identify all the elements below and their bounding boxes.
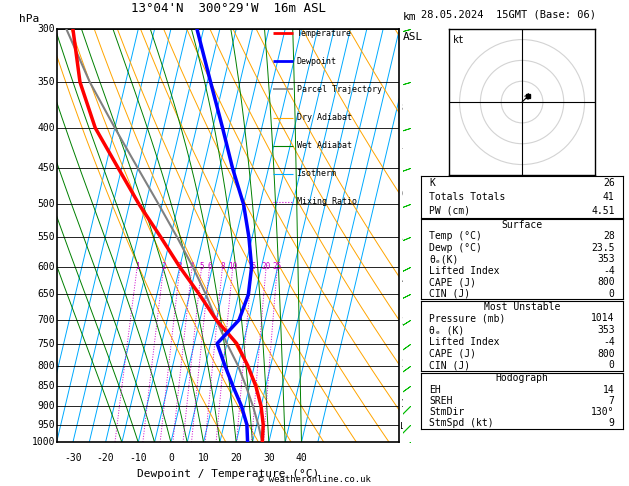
Text: 800: 800 [597,348,615,359]
Text: Temperature: Temperature [297,29,352,38]
Text: 850: 850 [37,382,55,392]
Text: Surface: Surface [501,220,543,230]
Text: 900: 900 [37,401,55,411]
Text: Dry Adiabat: Dry Adiabat [297,113,352,122]
Text: 400: 400 [37,123,55,133]
Text: Mixing Ratio: Mixing Ratio [297,197,357,207]
Text: CAPE (J): CAPE (J) [430,348,477,359]
Text: 800: 800 [37,361,55,371]
Text: Isotherm: Isotherm [297,169,337,178]
Text: 40: 40 [296,452,308,463]
Text: 5: 5 [199,262,204,272]
Text: 13°04'N  300°29'W  16m ASL: 13°04'N 300°29'W 16m ASL [130,1,326,15]
Text: EH: EH [430,384,441,395]
Text: 650: 650 [37,290,55,299]
Text: 300: 300 [37,24,55,34]
Text: 4: 4 [401,276,407,286]
Text: 600: 600 [37,262,55,272]
Text: 26: 26 [603,178,615,188]
Text: 23.5: 23.5 [591,243,615,253]
Text: -10: -10 [130,452,147,463]
Text: 2: 2 [401,359,407,368]
Text: PW (cm): PW (cm) [430,206,470,216]
Text: 1: 1 [135,262,140,272]
Text: 20: 20 [262,262,270,272]
Text: 7: 7 [609,396,615,406]
Text: 10: 10 [228,262,237,272]
Text: © weatheronline.co.uk: © weatheronline.co.uk [258,474,371,484]
Text: 1014: 1014 [591,313,615,324]
Text: Dewpoint / Temperature (°C): Dewpoint / Temperature (°C) [137,469,319,479]
Text: SREH: SREH [430,396,453,406]
Text: Dewpoint: Dewpoint [297,57,337,66]
Text: 15: 15 [247,262,257,272]
Text: 0: 0 [609,361,615,370]
Text: LCL: LCL [400,422,416,431]
Text: 10: 10 [198,452,209,463]
Text: 550: 550 [37,232,55,242]
Text: km: km [403,12,416,22]
Text: 353: 353 [597,254,615,264]
Text: 7: 7 [401,148,407,157]
Text: 500: 500 [37,199,55,209]
Text: CAPE (J): CAPE (J) [430,277,477,287]
Text: 4: 4 [190,262,194,272]
Text: 950: 950 [37,419,55,430]
Text: 450: 450 [37,163,55,174]
Text: -30: -30 [64,452,82,463]
Text: Most Unstable: Most Unstable [484,302,560,312]
Text: CIN (J): CIN (J) [430,289,470,299]
Text: 350: 350 [37,77,55,87]
Text: 6: 6 [207,262,212,272]
Text: 5: 5 [401,232,407,242]
Text: 41: 41 [603,192,615,202]
Text: 6: 6 [401,189,407,199]
Text: StmSpd (kt): StmSpd (kt) [430,418,494,428]
Text: hPa: hPa [19,14,39,24]
Text: 3: 3 [177,262,182,272]
Text: CIN (J): CIN (J) [430,361,470,370]
Text: Hodograph: Hodograph [496,373,548,383]
Text: Totals Totals: Totals Totals [430,192,506,202]
Text: 20: 20 [230,452,242,463]
Text: 4.51: 4.51 [591,206,615,216]
Text: 130°: 130° [591,407,615,417]
Text: Mixing Ratio (g/kg): Mixing Ratio (g/kg) [422,185,431,287]
Text: 30: 30 [263,452,275,463]
Text: 8: 8 [220,262,225,272]
Text: -4: -4 [603,266,615,276]
Text: 14: 14 [603,384,615,395]
Text: StmDir: StmDir [430,407,465,417]
Text: K: K [430,178,435,188]
Text: 750: 750 [37,339,55,348]
Text: 1000: 1000 [31,437,55,447]
Text: kt: kt [454,35,465,45]
Text: -4: -4 [603,337,615,347]
Text: Wet Adiabat: Wet Adiabat [297,141,352,150]
Text: Pressure (mb): Pressure (mb) [430,313,506,324]
Text: Lifted Index: Lifted Index [430,337,500,347]
Text: Lifted Index: Lifted Index [430,266,500,276]
Text: 9: 9 [609,418,615,428]
Text: ASL: ASL [403,32,423,42]
Text: 3: 3 [401,317,407,328]
Text: Dewp (°C): Dewp (°C) [430,243,482,253]
Text: Temp (°C): Temp (°C) [430,231,482,242]
Text: θₑ(K): θₑ(K) [430,254,459,264]
Text: Parcel Trajectory: Parcel Trajectory [297,85,382,94]
Text: 2: 2 [161,262,166,272]
Text: 28: 28 [603,231,615,242]
Text: 1: 1 [401,399,407,409]
Text: 800: 800 [597,277,615,287]
Text: 28.05.2024  15GMT (Base: 06): 28.05.2024 15GMT (Base: 06) [421,9,596,19]
Text: -20: -20 [97,452,114,463]
Text: 8: 8 [401,104,407,113]
Text: θₑ (K): θₑ (K) [430,325,465,335]
Text: 0: 0 [609,289,615,299]
Text: 353: 353 [597,325,615,335]
Text: 25: 25 [273,262,282,272]
Text: 0: 0 [168,452,174,463]
Text: 700: 700 [37,315,55,325]
